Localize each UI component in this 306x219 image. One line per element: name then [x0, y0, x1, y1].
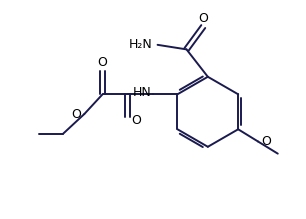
Text: O: O: [98, 57, 107, 69]
Text: O: O: [262, 135, 271, 148]
Text: H₂N: H₂N: [129, 38, 153, 51]
Text: HN: HN: [132, 86, 151, 99]
Text: O: O: [198, 12, 208, 25]
Text: O: O: [72, 108, 82, 121]
Text: O: O: [131, 114, 141, 127]
